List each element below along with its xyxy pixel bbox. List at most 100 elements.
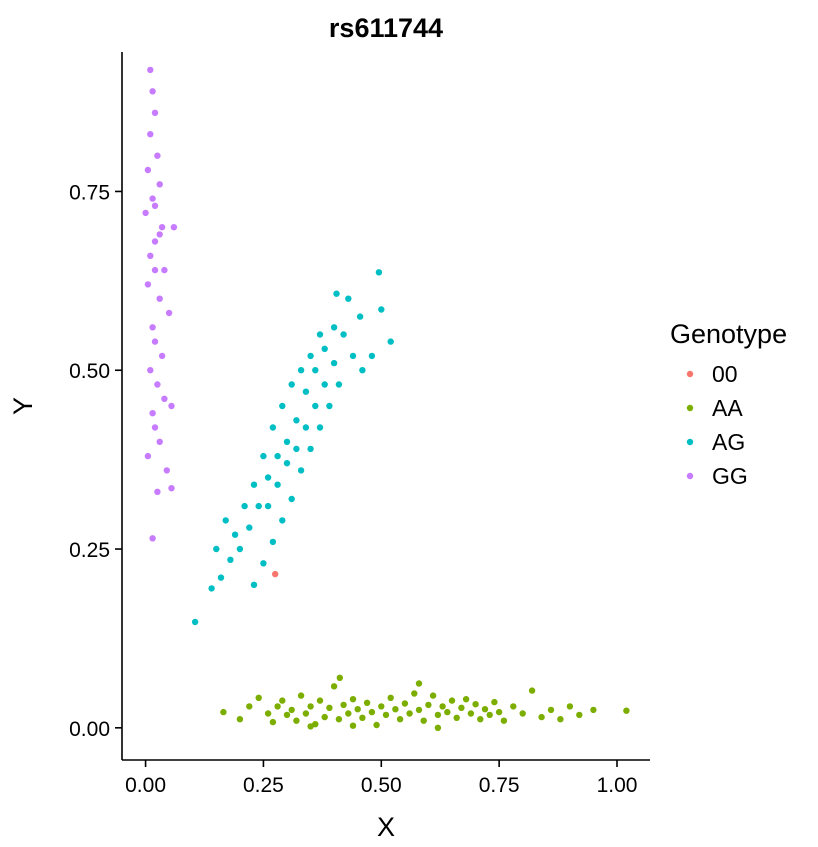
point-gg-22 bbox=[161, 395, 168, 402]
point-aa-46 bbox=[462, 696, 470, 703]
point-gg-18 bbox=[151, 338, 159, 345]
point-ag-40 bbox=[279, 402, 286, 410]
point-ag-38 bbox=[260, 452, 267, 460]
series-aa bbox=[220, 674, 630, 731]
point-aa-11 bbox=[297, 692, 305, 699]
point-ag-41 bbox=[288, 381, 295, 388]
point-aa-35 bbox=[411, 690, 418, 697]
legend-key-aa bbox=[686, 404, 694, 412]
point-gg-23 bbox=[149, 410, 156, 417]
point-ag-12 bbox=[312, 367, 319, 374]
point-aa-26 bbox=[368, 708, 376, 716]
point-gg-28 bbox=[163, 467, 170, 474]
legend-key-gg bbox=[686, 472, 694, 480]
point-ag-6 bbox=[255, 502, 262, 510]
legend-label-ag: AG bbox=[712, 429, 745, 455]
point-ag-10 bbox=[293, 417, 300, 424]
point-ag-5 bbox=[246, 524, 253, 531]
point-aa-66 bbox=[415, 680, 423, 687]
point-aa-38 bbox=[425, 701, 432, 709]
y-tick-label: 0.00 bbox=[69, 718, 110, 741]
point-ag-34 bbox=[335, 381, 343, 388]
point-aa-39 bbox=[429, 692, 437, 699]
point-ag-37 bbox=[250, 481, 258, 488]
point-00-0 bbox=[272, 570, 279, 578]
point-aa-10 bbox=[293, 717, 300, 724]
legend-label-00: 00 bbox=[712, 361, 738, 387]
point-gg-30 bbox=[168, 485, 175, 492]
point-ag-17 bbox=[359, 367, 366, 374]
point-ag-11 bbox=[302, 388, 310, 395]
point-aa-43 bbox=[448, 697, 456, 704]
point-ag-26 bbox=[260, 560, 267, 567]
point-ag-25 bbox=[250, 581, 258, 588]
x-tick-label: 0.25 bbox=[243, 774, 284, 797]
point-ag-9 bbox=[283, 438, 291, 445]
point-aa-21 bbox=[345, 710, 352, 717]
point-gg-20 bbox=[147, 367, 154, 374]
point-ag-27 bbox=[269, 538, 277, 546]
series-gg bbox=[142, 66, 178, 542]
point-aa-3 bbox=[255, 694, 262, 701]
point-ag-16 bbox=[349, 352, 357, 360]
x-tick-label: 0.00 bbox=[125, 774, 166, 797]
point-ag-8 bbox=[274, 452, 281, 460]
point-aa-34 bbox=[406, 710, 413, 717]
point-aa-7 bbox=[279, 697, 286, 704]
point-aa-45 bbox=[458, 704, 465, 711]
x-tick-label: 1.00 bbox=[597, 774, 638, 797]
point-gg-13 bbox=[161, 266, 168, 274]
point-aa-29 bbox=[382, 711, 390, 719]
point-ag-46 bbox=[222, 517, 229, 524]
point-aa-41 bbox=[439, 703, 446, 710]
point-ag-30 bbox=[297, 467, 305, 474]
point-ag-0 bbox=[191, 618, 199, 626]
point-gg-31 bbox=[149, 535, 156, 542]
point-aa-9 bbox=[288, 706, 295, 714]
point-aa-50 bbox=[481, 706, 489, 713]
point-ag-48 bbox=[274, 481, 281, 488]
point-gg-34 bbox=[151, 266, 159, 274]
point-aa-4 bbox=[264, 710, 272, 717]
point-gg-19 bbox=[158, 352, 166, 360]
point-aa-24 bbox=[359, 714, 366, 721]
point-aa-62 bbox=[576, 711, 583, 719]
point-gg-16 bbox=[165, 309, 173, 317]
point-ag-52 bbox=[312, 402, 319, 410]
point-ag-33 bbox=[326, 402, 333, 410]
point-aa-18 bbox=[330, 683, 338, 690]
point-aa-49 bbox=[477, 716, 484, 723]
point-aa-65 bbox=[336, 674, 343, 681]
point-aa-59 bbox=[547, 706, 555, 714]
point-gg-27 bbox=[144, 452, 152, 460]
point-ag-21 bbox=[375, 269, 383, 276]
point-aa-67 bbox=[307, 723, 314, 730]
point-gg-14 bbox=[144, 281, 152, 288]
point-gg-25 bbox=[151, 424, 159, 431]
point-aa-36 bbox=[415, 706, 423, 714]
point-aa-22 bbox=[349, 696, 357, 703]
point-gg-24 bbox=[168, 402, 175, 410]
point-aa-68 bbox=[434, 724, 442, 731]
point-gg-17 bbox=[149, 324, 156, 331]
point-aa-25 bbox=[363, 699, 371, 706]
point-gg-12 bbox=[147, 252, 154, 259]
point-aa-52 bbox=[491, 698, 498, 706]
point-gg-3 bbox=[147, 131, 154, 138]
point-gg-21 bbox=[154, 381, 161, 388]
point-gg-7 bbox=[149, 195, 156, 202]
point-ag-22 bbox=[333, 290, 340, 297]
point-aa-19 bbox=[335, 716, 343, 723]
point-aa-31 bbox=[392, 706, 399, 713]
point-aa-16 bbox=[321, 713, 328, 721]
point-aa-17 bbox=[326, 704, 333, 711]
point-ag-35 bbox=[231, 531, 239, 538]
point-ag-50 bbox=[293, 445, 300, 453]
point-gg-4 bbox=[154, 152, 161, 159]
point-aa-61 bbox=[566, 703, 574, 710]
legend-key-ag bbox=[686, 438, 694, 446]
point-ag-14 bbox=[330, 324, 338, 331]
chart-title: rs611744 bbox=[329, 13, 443, 43]
point-aa-44 bbox=[453, 714, 460, 721]
